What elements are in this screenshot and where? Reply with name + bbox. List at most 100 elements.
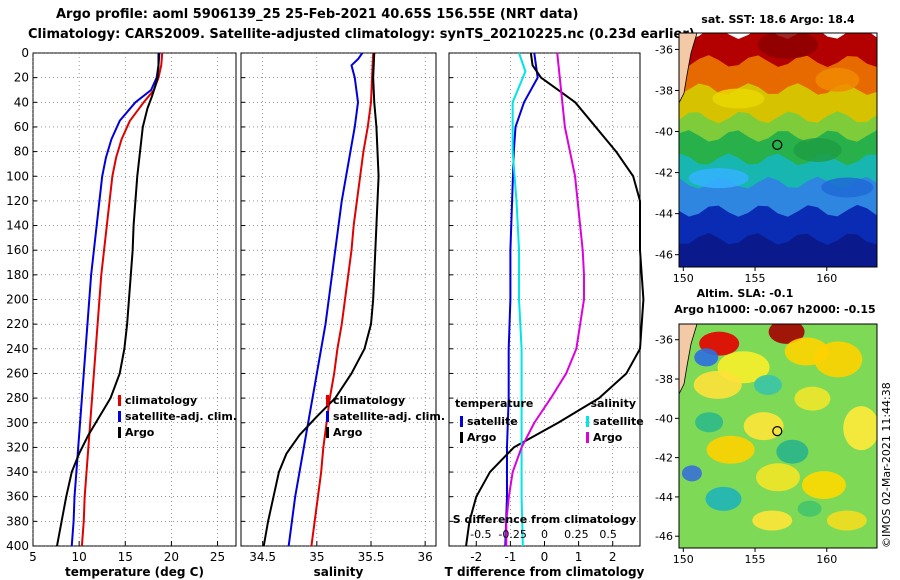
sst-lat-label: -46: [655, 249, 673, 262]
depth-tick-label: 60: [14, 120, 29, 134]
salinity-legend-swatch: [326, 411, 329, 422]
temperature-series-argo: [56, 53, 160, 547]
diff-legend-left-label: satellite: [467, 415, 518, 428]
depth-tick-label: 140: [6, 219, 29, 233]
diff-legend-right-swatch: [586, 416, 589, 427]
depth-tick-label: 240: [6, 342, 29, 356]
sst-band: [679, 83, 877, 126]
sla-blob: [768, 324, 805, 344]
sla-blob: [814, 341, 863, 378]
sst-lon-label: 150: [673, 272, 694, 285]
sst-patch: [712, 88, 765, 109]
temperature-xtick-label: 5: [29, 550, 37, 564]
sst-map: [675, 32, 878, 271]
depth-tick-label: 120: [6, 194, 29, 208]
sla-blob: [705, 486, 742, 511]
salinity-legend-label: satellite-adj. clim.: [333, 410, 445, 423]
sst-patch: [688, 168, 749, 189]
sst-lon-label: 160: [816, 272, 837, 285]
temperature-xtick-label: 25: [210, 550, 225, 564]
depth-tick-label: 300: [6, 416, 29, 430]
sla-blob: [801, 471, 846, 500]
diff-legend-left-swatch: [460, 432, 463, 443]
diff-legend-left-swatch: [460, 416, 463, 427]
depth-tick-label: 100: [6, 169, 29, 183]
sla-field: [679, 324, 877, 548]
depth-tick-label: 0: [21, 46, 29, 60]
sla-argo-marker: [772, 425, 783, 437]
sla-lat-label: -44: [655, 491, 673, 504]
salinity-frame: [240, 52, 437, 547]
sla-blob: [794, 386, 831, 411]
temperature-legend-swatch: [118, 395, 121, 406]
salinity-legend-label: Argo: [333, 426, 363, 439]
depth-tick-label: 280: [6, 391, 29, 405]
temperature-legend-swatch: [118, 411, 121, 422]
salinity-xtick-label: 35: [309, 550, 324, 564]
difference-series-t-satellite: [504, 52, 539, 547]
sla-blob: [776, 439, 809, 464]
difference-xtick-label: 0: [541, 550, 549, 564]
sst-lat-label: -44: [655, 208, 673, 221]
sla-blob: [753, 374, 782, 395]
salinity-series-satellite-adj-clim-: [287, 52, 364, 547]
sst-field: [679, 33, 877, 267]
difference-xtick-label: 2: [609, 550, 617, 564]
difference-series-t-argo: [465, 52, 645, 547]
sla-lat-label: -42: [655, 452, 673, 465]
sst-lat-label: -36: [655, 43, 673, 56]
sla-lat-label: -46: [655, 530, 673, 543]
sla-blob: [681, 465, 702, 482]
sla-lat-label: -36: [655, 334, 673, 347]
diff-top-tick-label: -0.25: [498, 528, 526, 541]
depth-tick-label: 180: [6, 268, 29, 282]
depth-tick-label: 160: [6, 243, 29, 257]
diff-top-tick-label: 0.5: [599, 528, 617, 541]
salinity-legend-label: climatology: [333, 394, 405, 407]
sst-lat-label: -42: [655, 167, 673, 180]
sst-lat-label: -38: [655, 84, 673, 97]
temperature-legend-label: satellite-adj. clim.: [125, 410, 237, 423]
sst-patch: [815, 67, 860, 92]
diff-top-tick-label: 0: [541, 528, 548, 541]
temperature-series-satellite-adj-clim-: [70, 52, 161, 547]
diff-legend-right-swatch: [586, 432, 589, 443]
sla-lon-label: 150: [673, 553, 694, 566]
diff-legend-right-label: Argo: [593, 431, 623, 444]
salinity-series-argo: [262, 52, 380, 547]
diff-top-tick-label: 0.25: [564, 528, 589, 541]
depth-tick-label: 220: [6, 317, 29, 331]
header-title-line1: Argo profile: aoml 5906139_25 25-Feb-202…: [56, 7, 579, 22]
temperature-legend-label: Argo: [125, 426, 155, 439]
temperature-series-climatology: [80, 52, 164, 547]
salinity-xtick-label: 34.5: [249, 550, 276, 564]
sst-band: [679, 204, 877, 247]
depth-tick-label: 200: [6, 293, 29, 307]
sst-patch: [793, 138, 842, 162]
salinity-xtick-label: 35.5: [358, 550, 385, 564]
temperature-legend-swatch: [118, 427, 121, 438]
salinity-xlabel: salinity: [314, 565, 364, 579]
sla-blob: [706, 435, 755, 464]
temperature-xlabel: temperature (deg C): [65, 565, 204, 579]
sst-land: [679, 33, 698, 104]
sst-frame: [678, 32, 878, 268]
depth-tick-label: 340: [6, 465, 29, 479]
depth-tick-label: 320: [6, 440, 29, 454]
sla-blob: [752, 510, 793, 531]
diff-legend-temperature-title: temperature: [455, 397, 533, 410]
sla-lon-label: 160: [816, 553, 837, 566]
depth-tick-label: 40: [14, 95, 29, 109]
difference-series-s-argo: [505, 52, 585, 546]
sla-blob: [843, 406, 877, 451]
temperature-xtick-label: 10: [71, 550, 86, 564]
salinity-legend-swatch: [326, 427, 329, 438]
depth-tick-label: 380: [6, 514, 29, 528]
depth-tick-label: 400: [6, 539, 29, 553]
temperature-xtick-label: 15: [118, 550, 133, 564]
header-title-line2: Climatology: CARS2009. Satellite-adjuste…: [28, 27, 695, 42]
sla-frame: [678, 323, 878, 549]
diff-legend-left-label: Argo: [467, 431, 497, 444]
depth-tick-label: 260: [6, 366, 29, 380]
